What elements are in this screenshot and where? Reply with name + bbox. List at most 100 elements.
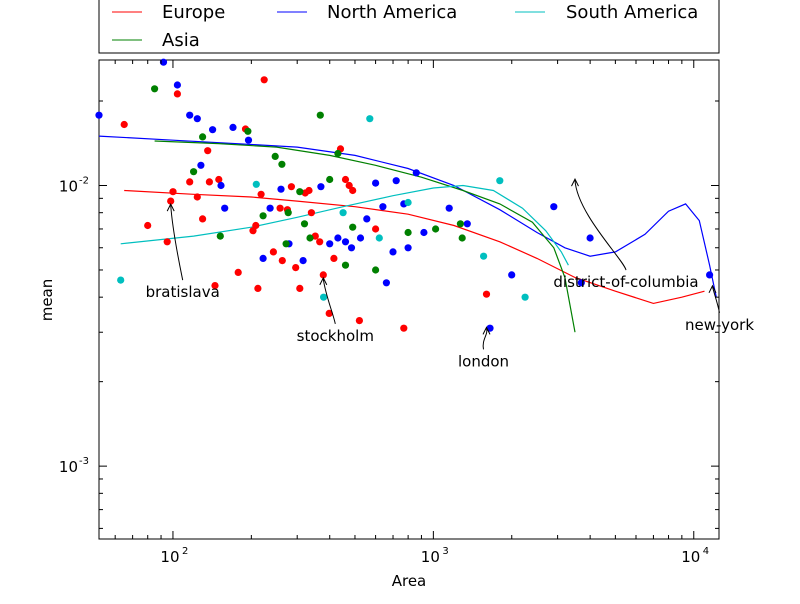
point-asia — [334, 149, 342, 158]
point-asia — [349, 223, 357, 231]
x-tick-base: 10 — [681, 548, 700, 566]
annotation-stockholm: stockholm — [297, 276, 374, 345]
point-asia — [259, 212, 267, 220]
point-south-america — [480, 252, 488, 260]
point-south-america — [404, 198, 412, 207]
point-north-america — [392, 177, 400, 185]
trend-line-europe — [124, 189, 705, 305]
point-asia — [244, 127, 252, 135]
annotation-label: bratislava — [146, 283, 220, 301]
point-europe — [120, 120, 128, 129]
annotation-arrowhead — [166, 202, 175, 212]
point-europe — [269, 248, 277, 256]
annotation-arrow — [482, 328, 488, 350]
point-europe — [257, 190, 265, 198]
point-asia — [404, 228, 412, 237]
point-north-america — [372, 179, 380, 187]
point-europe — [215, 175, 223, 184]
point-north-america — [586, 234, 594, 242]
x-tick-label: 10 4 — [681, 546, 709, 566]
point-north-america — [317, 183, 325, 191]
axis-ticks: 10 2 10 3 10 410 -310 -2 — [59, 60, 719, 566]
point-europe — [169, 188, 177, 196]
point-north-america — [577, 279, 585, 287]
point-asia — [151, 85, 159, 93]
point-asia — [372, 266, 380, 274]
point-europe — [372, 225, 380, 233]
legend-entry-south-america: South America — [515, 2, 698, 23]
point-europe — [211, 282, 219, 290]
annotation-new-york: new-york — [685, 284, 754, 334]
legend-label-asia: Asia — [162, 30, 200, 51]
point-south-america — [366, 115, 374, 123]
legend-entry-europe: Europe — [112, 2, 225, 23]
point-north-america — [217, 181, 225, 190]
point-north-america — [706, 271, 714, 279]
annotation-bratislava: bratislava — [146, 202, 220, 301]
point-europe — [292, 264, 300, 272]
point-asia — [341, 261, 350, 269]
point-asia — [271, 152, 279, 160]
annotation-label: stockholm — [297, 327, 374, 345]
point-north-america — [229, 123, 237, 131]
point-europe — [341, 175, 350, 184]
point-north-america — [341, 238, 350, 246]
x-tick-exponent: 4 — [703, 546, 709, 557]
point-south-america — [496, 177, 504, 185]
point-north-america — [486, 324, 494, 332]
trend-lines — [98, 135, 717, 333]
point-asia — [456, 220, 464, 228]
point-asia — [296, 188, 304, 196]
trend-line-asia — [154, 140, 576, 333]
point-north-america — [197, 161, 205, 169]
legend-entry-north-america: North America — [277, 2, 457, 23]
point-north-america — [193, 115, 201, 123]
x-tick-exponent: 2 — [182, 546, 188, 557]
point-north-america — [420, 228, 428, 237]
y-tick-label: 10 -3 — [59, 456, 89, 476]
point-europe — [167, 197, 175, 205]
point-north-america — [445, 204, 453, 212]
y-tick-exponent: -3 — [79, 456, 89, 467]
point-asia — [458, 234, 466, 242]
point-asia — [216, 232, 224, 240]
x-axis-label: Area — [392, 572, 427, 590]
x-tick-label: 10 2 — [160, 546, 188, 566]
point-north-america — [221, 204, 229, 212]
point-europe — [193, 193, 201, 201]
point-north-america — [404, 244, 412, 252]
point-europe — [144, 221, 152, 230]
point-asia — [432, 225, 440, 233]
point-south-america — [252, 180, 260, 188]
point-north-america — [550, 203, 558, 211]
x-tick-exponent: 3 — [442, 546, 448, 557]
point-north-america — [266, 204, 274, 212]
annotation-arrow — [322, 278, 336, 324]
point-north-america — [186, 111, 194, 119]
point-north-america — [173, 81, 181, 89]
trend-line-north-america — [98, 135, 717, 298]
legend-entry-asia: Asia — [112, 30, 200, 51]
scatter-points — [95, 58, 714, 332]
point-asia — [300, 220, 309, 228]
point-europe — [319, 271, 327, 279]
point-asia — [326, 175, 334, 184]
annotation-label: district-of-columbia — [553, 273, 698, 291]
y-tick-base: 10 — [59, 177, 78, 195]
point-europe — [205, 178, 213, 186]
point-north-america — [244, 136, 253, 144]
point-south-america — [339, 209, 347, 217]
x-tick-label: 10 3 — [421, 546, 449, 566]
annotations: bratislava stockholm london district-of-col… — [146, 177, 754, 370]
point-europe — [287, 183, 295, 191]
point-europe — [296, 284, 304, 292]
point-europe — [173, 90, 181, 98]
point-north-america — [379, 203, 387, 211]
point-north-america — [209, 126, 217, 134]
point-europe — [276, 204, 284, 212]
point-north-america — [277, 185, 285, 193]
annotation-arrowhead — [708, 284, 717, 294]
point-europe — [260, 76, 268, 84]
point-europe — [199, 215, 207, 223]
